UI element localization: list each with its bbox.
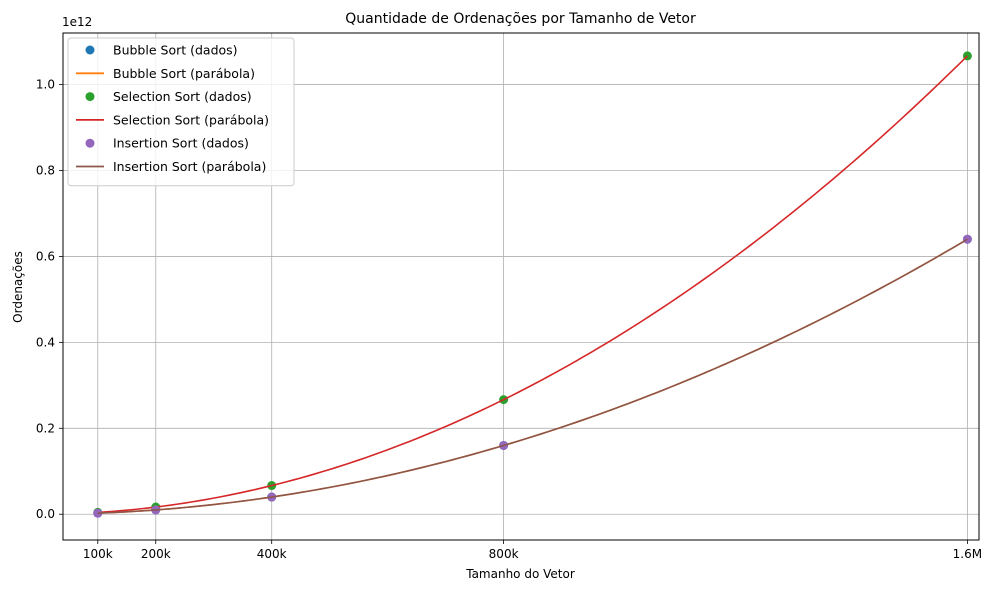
x-tick-label: 200k	[141, 547, 171, 561]
x-tick-label: 400k	[257, 547, 287, 561]
legend-label: Insertion Sort (parábola)	[113, 159, 266, 174]
x-tick-label: 1.6M	[953, 547, 982, 561]
legend-label: Bubble Sort (dados)	[113, 43, 238, 58]
legend-label: Selection Sort (parábola)	[113, 112, 269, 127]
legend-box	[67, 37, 295, 187]
y-tick-label: 0.2	[36, 421, 55, 435]
plot-frame	[62, 32, 980, 541]
x-tick-label: 100k	[83, 547, 113, 561]
legend-marker-swatch	[85, 45, 95, 55]
chart-title: Quantidade de Ordenações por Tamanho de …	[345, 11, 696, 27]
x-tick-label: 800k	[489, 547, 519, 561]
y-tick-label: 1.0	[36, 78, 55, 92]
y-tick-label: 0.0	[36, 507, 55, 521]
series-line-insertion-sort-par-bola	[97, 238, 968, 514]
y-tick-label: 0.8	[36, 163, 55, 177]
series-layer	[93, 51, 972, 518]
legend-marker-swatch	[85, 92, 95, 102]
y-axis-label: Ordenações	[11, 251, 25, 323]
y-axis-multiplier: 1e12	[62, 15, 92, 29]
legend-label: Selection Sort (dados)	[113, 89, 252, 104]
y-tick-label: 0.4	[36, 335, 55, 349]
legend: Bubble Sort (dados) Bubble Sort (parábola…	[67, 37, 295, 187]
legend-label: Bubble Sort (parábola)	[113, 66, 255, 81]
series-line-selection-sort-par-bola	[97, 55, 968, 514]
y-tick-label: 0.6	[36, 249, 55, 263]
x-axis-label: Tamanho do Vetor	[465, 567, 575, 581]
ticks: 100k 200k 400k 800k 1.6M 0.0 0.2 0.4 0.6 0.8 1.0	[36, 78, 982, 561]
legend-label: Insertion Sort (dados)	[113, 136, 249, 151]
legend-marker-swatch	[85, 138, 95, 148]
